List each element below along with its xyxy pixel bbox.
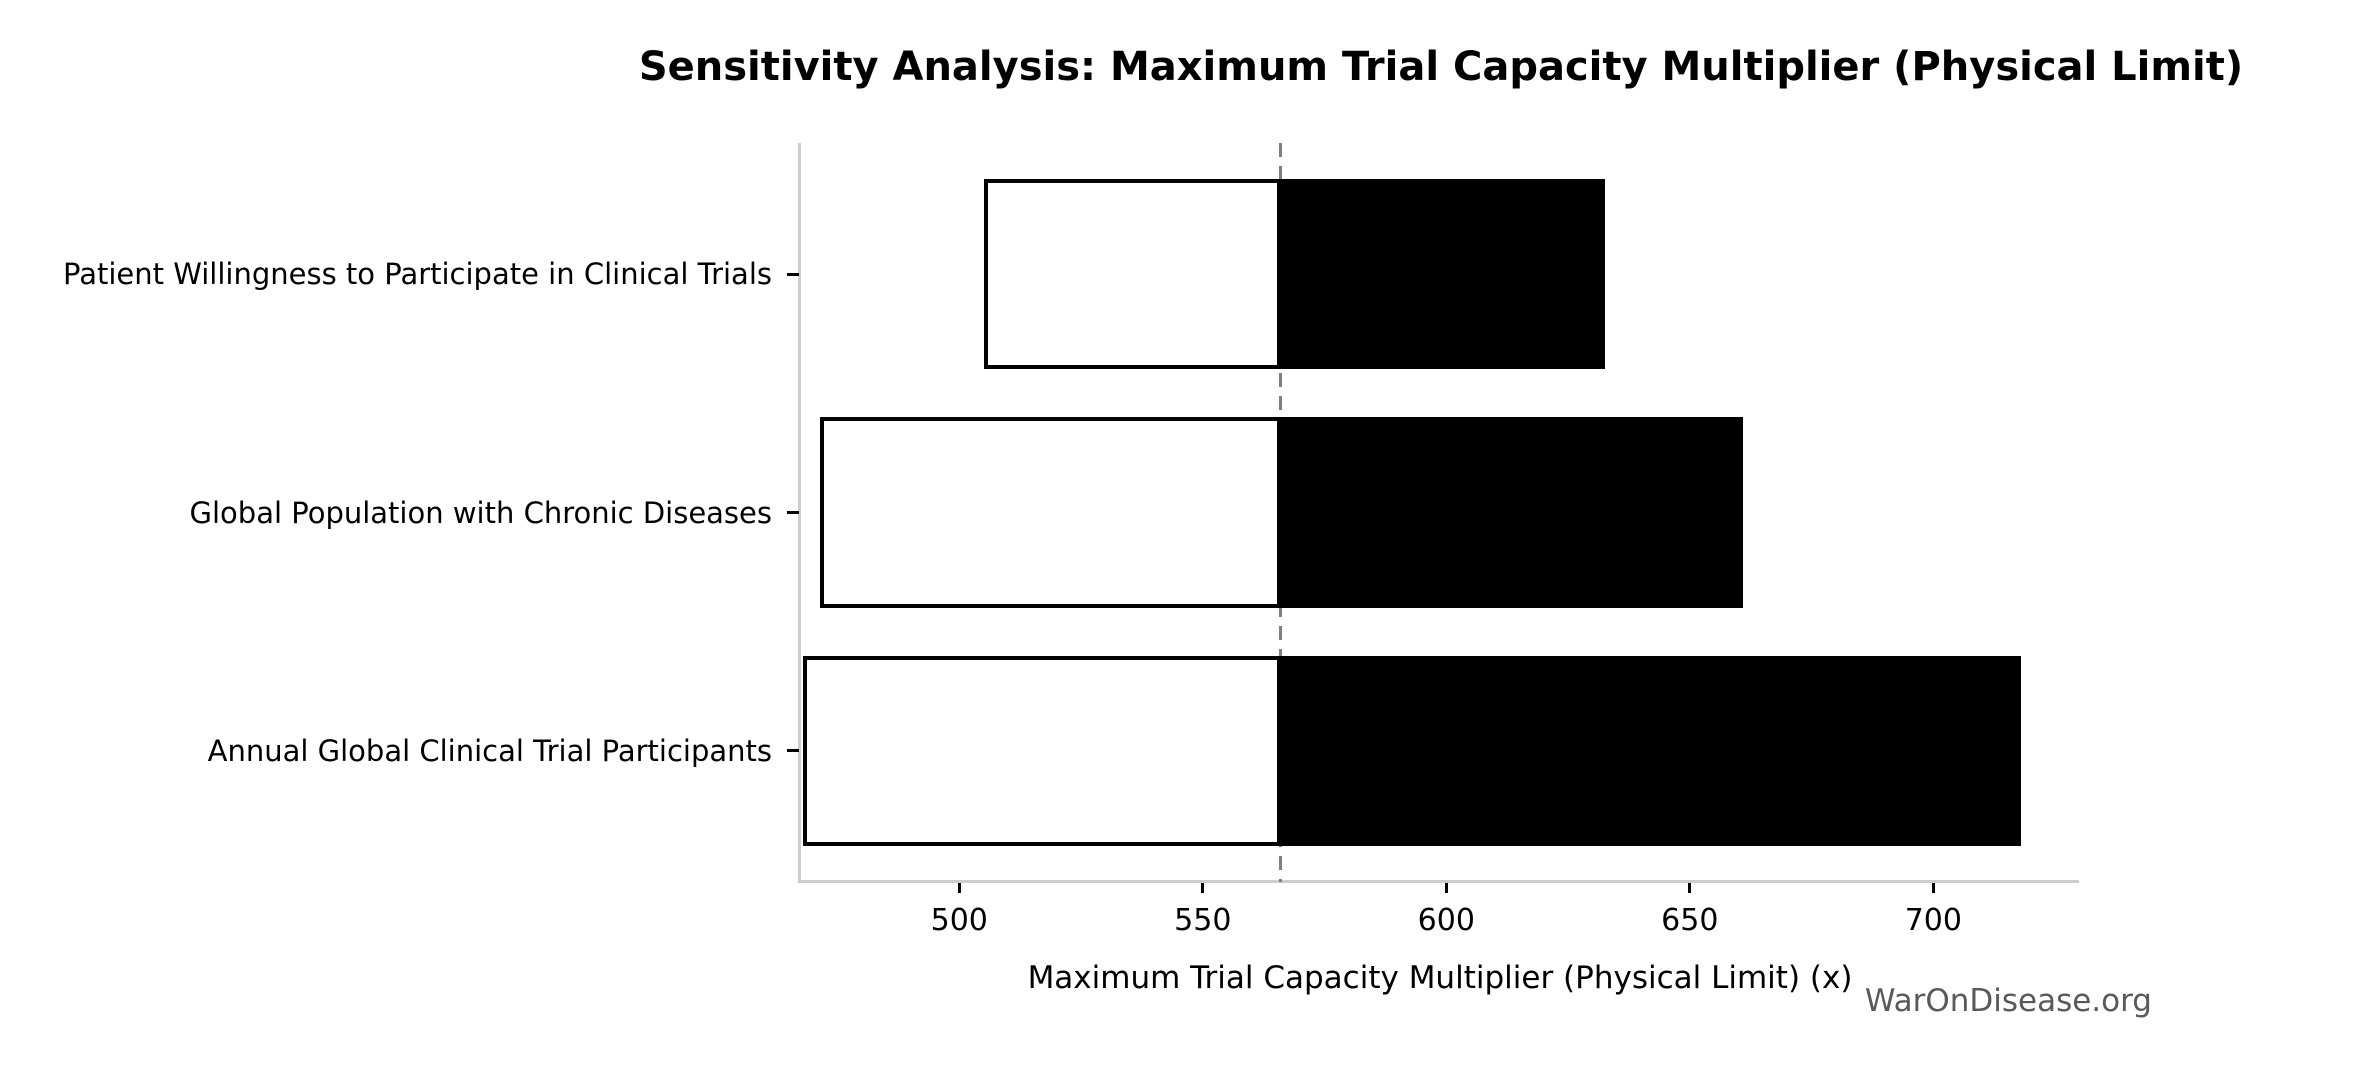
- x-axis-tick-label: 550: [1174, 903, 1232, 938]
- watermark-text: WarOnDisease.org: [1864, 983, 2152, 1019]
- bar-low-segment: [803, 655, 1281, 847]
- x-axis-tick-label: 600: [1417, 903, 1475, 938]
- category-label: Global Population with Chronic Diseases: [189, 495, 772, 530]
- x-axis-tick: [1201, 883, 1205, 893]
- x-axis-tick: [1931, 883, 1935, 893]
- y-axis-tick: [787, 511, 799, 514]
- x-axis-tick: [1444, 883, 1448, 893]
- x-axis-spine: [798, 880, 2079, 883]
- category-label: Patient Willingness to Participate in Cl…: [63, 257, 772, 292]
- x-axis-tick: [1688, 883, 1692, 893]
- x-axis-tick-label: 650: [1661, 903, 1719, 938]
- category-label: Annual Global Clinical Trial Participant…: [207, 733, 772, 768]
- x-axis-label: Maximum Trial Capacity Multiplier (Physi…: [1027, 960, 1853, 996]
- bar-high-segment: [1280, 178, 1605, 370]
- bar-high-segment: [1280, 655, 2021, 847]
- bar-high-segment: [1280, 417, 1744, 608]
- y-axis-tick: [787, 272, 799, 276]
- y-axis-spine: [798, 143, 801, 883]
- x-axis-tick: [957, 883, 961, 893]
- x-axis-tick-label: 700: [1904, 903, 1962, 938]
- bar-low-segment: [820, 417, 1281, 608]
- bar-low-segment: [983, 178, 1281, 370]
- y-axis-tick: [787, 749, 799, 753]
- chart-title: Sensitivity Analysis: Maximum Trial Capa…: [638, 44, 2244, 90]
- x-axis-tick-label: 500: [930, 903, 988, 938]
